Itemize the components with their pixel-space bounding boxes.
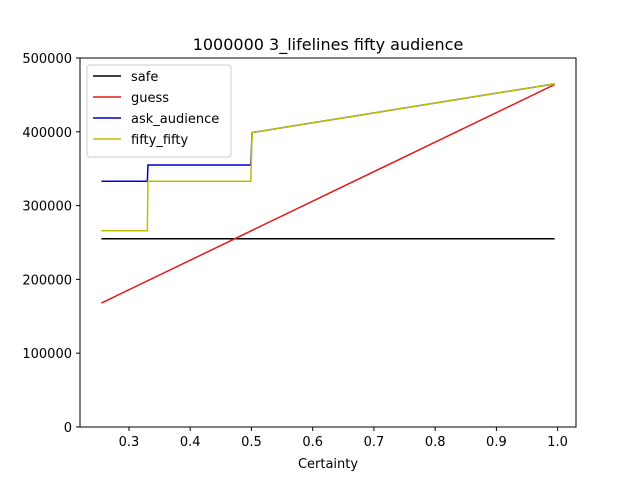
legend: safe guess ask_audience fifty_fifty bbox=[86, 64, 232, 158]
axis-ticks: 0.3 0.4 0.5 0.6 0.7 0.8 0.9 1.0 0 100000 200000 300… bbox=[22, 52, 568, 450]
series-line-fifty-fifty bbox=[101, 83, 555, 232]
x-tick-label: 0.5 bbox=[241, 435, 262, 450]
axes-frame bbox=[79, 57, 577, 428]
legend-box bbox=[86, 64, 232, 158]
x-tick-label: 0.3 bbox=[119, 435, 140, 450]
x-axis-label: Certainty bbox=[298, 457, 358, 472]
x-tick-label: 0.7 bbox=[364, 435, 385, 450]
y-tick-label: 400000 bbox=[22, 126, 72, 141]
x-tick-label: 0.8 bbox=[425, 435, 446, 450]
x-tick-label: 1.0 bbox=[547, 435, 568, 450]
x-tick-label: 0.4 bbox=[180, 435, 201, 450]
x-tick-label: 0.9 bbox=[486, 435, 507, 450]
y-tick-label: 300000 bbox=[22, 200, 72, 215]
y-tick-label: 0 bbox=[64, 421, 72, 436]
series-line-guess bbox=[101, 83, 555, 304]
legend-label-fifty-fifty: fifty_fifty bbox=[131, 133, 188, 148]
legend-label-safe: safe bbox=[131, 70, 158, 85]
y-tick-label: 500000 bbox=[22, 52, 72, 67]
legend-label-ask-audience: ask_audience bbox=[131, 112, 219, 127]
chart-title: 1000000 3_lifelines fifty audience bbox=[193, 35, 464, 55]
legend-label-guess: guess bbox=[131, 91, 169, 106]
y-tick-label: 200000 bbox=[22, 273, 72, 288]
y-tick-label: 100000 bbox=[22, 347, 72, 362]
x-tick-label: 0.6 bbox=[302, 435, 323, 450]
series-lines bbox=[101, 83, 555, 304]
